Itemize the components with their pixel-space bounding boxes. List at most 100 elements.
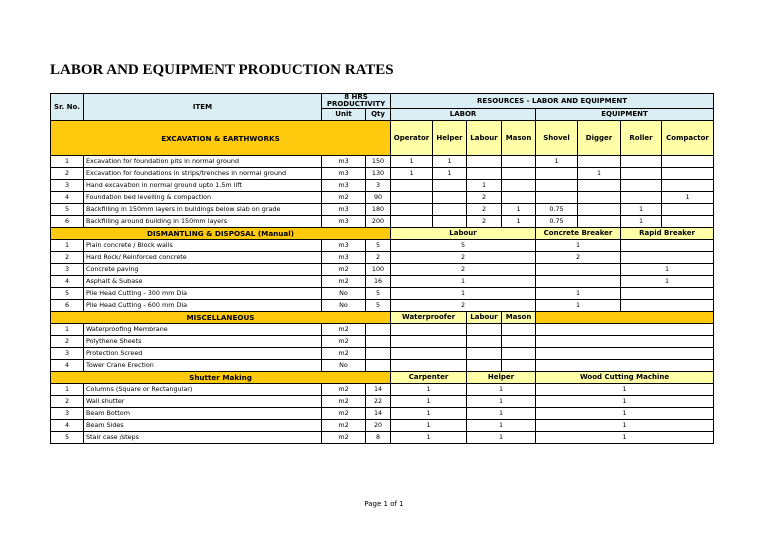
resource-cell: 1 xyxy=(535,155,579,168)
header-cell: Sr. No. xyxy=(50,93,84,121)
page-footer: Page 1 of 1 xyxy=(364,500,404,508)
item-name: Excavation for foundations in strips/tre… xyxy=(83,167,322,180)
section-title: MISCELLANEOUS xyxy=(49,311,392,324)
column-header: Wood Cutting Machine xyxy=(535,371,715,384)
resource-cell xyxy=(390,203,434,216)
qty xyxy=(364,347,392,360)
column-header: Labour xyxy=(466,120,503,156)
resource-cell: 2 xyxy=(535,251,622,264)
qty: 200 xyxy=(364,215,392,228)
sr-no: 1 xyxy=(50,383,84,396)
qty: 150 xyxy=(364,155,392,168)
unit: m3 xyxy=(321,155,366,168)
resource-cell: 0.75 xyxy=(535,203,579,216)
unit: m2 xyxy=(321,419,366,432)
resource-cell xyxy=(390,191,434,204)
sr-no: 4 xyxy=(50,419,84,432)
item-name: Backfilling in 150mm layers in buildings… xyxy=(83,203,322,216)
resource-cell xyxy=(620,155,663,168)
resource-cell: 1 xyxy=(620,203,663,216)
resource-cell xyxy=(466,155,503,168)
resource-cell: 0.75 xyxy=(535,215,579,228)
data-row: 5 Pile Head Cutting - 300 mm Dia No 5 1 1 xyxy=(50,287,715,300)
resource-cell: 1 xyxy=(466,407,537,420)
item-name: Excavation for foundation pits in normal… xyxy=(83,155,322,168)
qty: 16 xyxy=(364,275,392,288)
unit: No xyxy=(321,299,366,312)
resource-cell: 2 xyxy=(390,299,537,312)
resource-cell xyxy=(577,155,622,168)
resource-cell: 1 xyxy=(390,275,537,288)
resource-cell: 1 xyxy=(466,179,503,192)
production-table: Sr. No. ITEM 8 HRS PRODUCTIVITY RESOURCES -… xyxy=(49,93,715,444)
qty: 130 xyxy=(364,167,392,180)
unit: m3 xyxy=(321,251,366,264)
column-header: Waterproofer xyxy=(390,311,468,324)
data-row: 4 Beam Sides m2 20 1 1 1 xyxy=(50,419,715,432)
header-cell: ITEM xyxy=(83,93,322,121)
resource-cell xyxy=(432,191,468,204)
resource-cell: 1 xyxy=(535,419,715,432)
resource-cell: 1 xyxy=(432,167,468,180)
resource-cell xyxy=(390,179,434,192)
resource-cell: 2 xyxy=(390,263,537,276)
sr-no: 1 xyxy=(50,323,84,336)
unit: m2 xyxy=(321,407,366,420)
data-row: 3 Concrete paving m2 100 2 1 xyxy=(50,263,715,276)
data-row: 5 Stair case /steps m2 8 1 1 1 xyxy=(50,431,715,444)
column-header: Compactor xyxy=(661,120,715,156)
data-row: 6 Pile Head Cutting - 600 mm Dia No 5 2 1 xyxy=(50,299,715,312)
resource-cell: 1 xyxy=(620,275,715,288)
unit: m2 xyxy=(321,431,366,444)
unit: m3 xyxy=(321,215,366,228)
resource-cell xyxy=(501,179,537,192)
resource-cell: 1 xyxy=(535,287,622,300)
resource-cell xyxy=(535,275,622,288)
column-header: Carpenter xyxy=(390,371,468,384)
resource-cell: 1 xyxy=(390,431,468,444)
resource-cell xyxy=(501,335,537,348)
resource-cell xyxy=(620,179,663,192)
item-name: Columns (Square or Rectangular) xyxy=(83,383,322,396)
section-title: DISMANTLING & DISPOSAL (Manual) xyxy=(49,227,392,240)
resource-cell xyxy=(390,335,468,348)
unit: m3 xyxy=(321,179,366,192)
resource-cell: 1 xyxy=(466,431,537,444)
resource-cell: 1 xyxy=(535,239,622,252)
unit: m2 xyxy=(321,347,366,360)
column-header: Operator xyxy=(390,120,434,156)
table-body: Sr. No. ITEM 8 HRS PRODUCTIVITY RESOURCES -… xyxy=(49,93,715,444)
sr-no: 4 xyxy=(50,359,84,372)
resource-cell: 2 xyxy=(390,251,537,264)
resource-cell xyxy=(577,203,622,216)
sr-no: 1 xyxy=(50,239,84,252)
sr-no: 4 xyxy=(50,275,84,288)
header-cell: LABOR xyxy=(390,108,537,121)
resource-cell: 1 xyxy=(620,263,715,276)
resource-cell xyxy=(535,191,579,204)
resource-cell xyxy=(620,299,715,312)
resource-cell: 1 xyxy=(390,155,434,168)
sr-no: 5 xyxy=(50,431,84,444)
resource-cell xyxy=(661,167,715,180)
qty: 3 xyxy=(364,179,392,192)
unit: No xyxy=(321,287,366,300)
data-row: 2 Hard Rock/ Reinforced concrete m3 2 2 2 xyxy=(50,251,715,264)
qty: 14 xyxy=(364,407,392,420)
item-name: Backfilling around building in 150mm lay… xyxy=(83,215,322,228)
resource-cell xyxy=(577,191,622,204)
column-header: Mason xyxy=(501,120,537,156)
qty: 2 xyxy=(364,251,392,264)
qty: 14 xyxy=(364,383,392,396)
header-cell: RESOURCES - LABOR AND EQUIPMENT xyxy=(390,93,715,109)
column-header: Concrete Breaker xyxy=(535,227,622,240)
column-header: Mason xyxy=(501,311,537,324)
blank-header xyxy=(535,311,715,324)
resource-cell xyxy=(501,323,537,336)
resource-cell: 1 xyxy=(466,383,537,396)
data-row: 1 Columns (Square or Rectangular) m2 14 1 1 1 xyxy=(50,383,715,396)
resource-cell: 1 xyxy=(577,167,622,180)
resource-cell: 1 xyxy=(432,155,468,168)
column-header: Labour xyxy=(466,311,503,324)
